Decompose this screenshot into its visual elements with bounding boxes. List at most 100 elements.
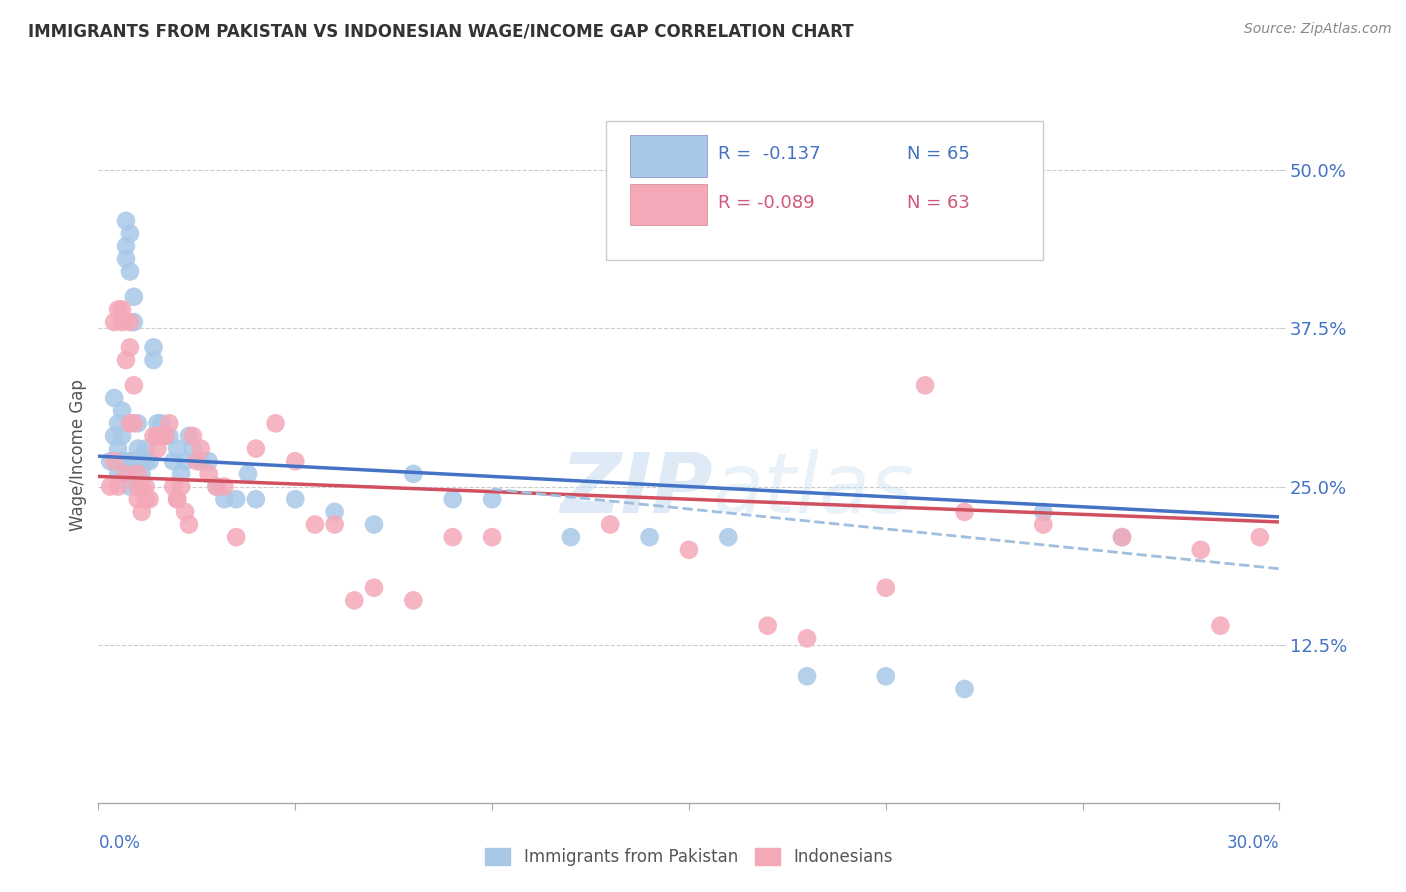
Point — [135, 479, 157, 493]
Point — [127, 417, 149, 431]
Point — [225, 530, 247, 544]
Point — [135, 442, 157, 456]
Text: ZIP: ZIP — [560, 450, 713, 530]
Point — [875, 581, 897, 595]
Legend: Immigrants from Pakistan, Indonesians: Immigrants from Pakistan, Indonesians — [477, 840, 901, 875]
Point — [190, 454, 212, 468]
Point — [343, 593, 366, 607]
Point — [122, 454, 145, 468]
Point — [162, 454, 184, 468]
Point — [402, 467, 425, 481]
FancyBboxPatch shape — [606, 121, 1043, 260]
Point — [150, 429, 173, 443]
Point — [142, 340, 165, 354]
Point — [166, 492, 188, 507]
Point — [131, 454, 153, 468]
Point — [1032, 505, 1054, 519]
Point — [236, 467, 259, 481]
Point — [875, 669, 897, 683]
Point — [1189, 542, 1212, 557]
Point — [146, 417, 169, 431]
Text: atlas: atlas — [713, 450, 914, 530]
Text: N = 63: N = 63 — [907, 194, 970, 212]
Point — [115, 467, 138, 481]
Point — [103, 391, 125, 405]
Point — [131, 505, 153, 519]
Point — [599, 517, 621, 532]
Point — [1209, 618, 1232, 632]
Point — [756, 618, 779, 632]
Point — [98, 479, 121, 493]
Point — [1032, 517, 1054, 532]
Point — [166, 492, 188, 507]
Point — [138, 492, 160, 507]
Point — [127, 454, 149, 468]
Text: 30.0%: 30.0% — [1227, 834, 1279, 852]
Point — [118, 227, 141, 241]
Point — [146, 442, 169, 456]
Point — [146, 429, 169, 443]
Point — [131, 467, 153, 481]
Point — [157, 429, 180, 443]
Point — [122, 378, 145, 392]
Text: R =  -0.137: R = -0.137 — [718, 145, 821, 163]
Point — [118, 454, 141, 468]
Point — [284, 492, 307, 507]
Point — [402, 593, 425, 607]
Point — [103, 315, 125, 329]
Point — [953, 681, 976, 696]
Point — [122, 417, 145, 431]
Point — [225, 492, 247, 507]
Point — [197, 467, 219, 481]
Point — [98, 454, 121, 468]
Point — [441, 492, 464, 507]
Point — [170, 467, 193, 481]
Point — [107, 417, 129, 431]
Point — [118, 340, 141, 354]
Point — [205, 479, 228, 493]
Point — [122, 315, 145, 329]
Point — [638, 530, 661, 544]
Point — [1111, 530, 1133, 544]
Point — [174, 454, 197, 468]
Point — [107, 479, 129, 493]
Point — [678, 542, 700, 557]
Point — [323, 505, 346, 519]
Point — [796, 669, 818, 683]
Point — [155, 429, 177, 443]
Point — [214, 479, 236, 493]
Point — [155, 429, 177, 443]
Point — [181, 442, 204, 456]
Point — [127, 442, 149, 456]
Point — [1249, 530, 1271, 544]
Point — [127, 467, 149, 481]
Point — [115, 353, 138, 368]
Y-axis label: Wage/Income Gap: Wage/Income Gap — [69, 379, 87, 531]
Point — [481, 492, 503, 507]
Point — [115, 454, 138, 468]
FancyBboxPatch shape — [630, 135, 707, 177]
Point — [118, 479, 141, 493]
Point — [111, 403, 134, 417]
Point — [118, 264, 141, 278]
Point — [146, 429, 169, 443]
Point — [142, 353, 165, 368]
Point — [166, 442, 188, 456]
Point — [107, 467, 129, 481]
Point — [118, 315, 141, 329]
Point — [441, 530, 464, 544]
Point — [162, 479, 184, 493]
Text: R = -0.089: R = -0.089 — [718, 194, 815, 212]
Point — [205, 479, 228, 493]
Point — [284, 454, 307, 468]
Point — [174, 505, 197, 519]
Point — [177, 429, 200, 443]
Point — [304, 517, 326, 532]
Point — [181, 429, 204, 443]
Point — [103, 454, 125, 468]
Point — [115, 252, 138, 266]
Point — [150, 417, 173, 431]
Point — [796, 632, 818, 646]
Point — [560, 530, 582, 544]
Point — [127, 492, 149, 507]
